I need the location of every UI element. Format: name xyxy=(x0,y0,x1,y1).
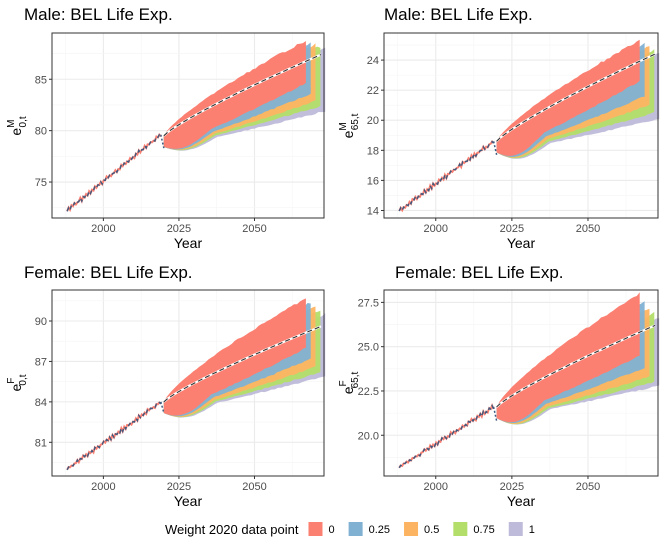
x-tick-label: 2025 xyxy=(500,223,524,235)
y-axis-title: eM65,t xyxy=(338,113,361,138)
median-forecast-dashed xyxy=(163,325,322,403)
observed-line-dashed xyxy=(398,403,495,469)
jump-2020-marker xyxy=(160,401,165,413)
legend-label: 0.5 xyxy=(424,524,439,536)
x-tick-label: 2000 xyxy=(424,481,448,493)
legend-label: 0.75 xyxy=(473,524,494,536)
observed-line-dashed xyxy=(398,140,495,212)
y-tick-label: 75 xyxy=(35,177,47,189)
legend-key-weight-1 xyxy=(508,522,523,536)
panel-male-e65: Male: BEL Life Exp. 2000 2025 205014161820… xyxy=(338,5,660,251)
legend-key-weight-0-25 xyxy=(348,522,363,536)
legend-label: 0.25 xyxy=(369,524,390,536)
x-axis-title: Year xyxy=(174,493,203,509)
y-axis-title-main: e xyxy=(8,384,24,392)
y-axis-title-sub: 0,t xyxy=(18,374,29,385)
legend-key-weight-0 xyxy=(308,522,323,536)
panel-border xyxy=(383,32,659,219)
panel-border xyxy=(51,289,325,477)
y-axis-title-sup: M xyxy=(6,119,17,127)
y-tick-label: 85 xyxy=(35,74,47,86)
x-tick-label: 2050 xyxy=(242,223,266,235)
y-axis-title-sub: 0,t xyxy=(18,116,29,127)
x-tick-label: 2025 xyxy=(167,481,191,493)
median-forecast-dashed xyxy=(496,324,656,408)
axes: 2000 2025 2050 81 84 87 90 xyxy=(35,316,267,493)
legend-label: 0 xyxy=(328,524,334,536)
panel-male-e0: Male: BEL Life Exp. 2000 2025 2050 75 80 85 Y… xyxy=(6,5,326,251)
x-tick-label: 2025 xyxy=(167,223,191,235)
panel-female-e65: Female: BEL Life Exp. 2000 2025 2050 20.0 22… xyxy=(338,263,660,509)
y-tick-label: 90 xyxy=(35,316,47,328)
y-axis-title-sub: 65,t xyxy=(350,113,361,130)
x-tick-label: 2050 xyxy=(576,481,600,493)
panel-female-e0: Female: BEL Life Exp. 2000 2025 2050 81 84 87… xyxy=(6,263,326,509)
panel-border xyxy=(51,32,325,219)
x-tick-label: 2000 xyxy=(91,481,115,493)
panel-title: Female: BEL Life Exp. xyxy=(24,263,193,282)
y-tick-label: 16 xyxy=(367,175,379,187)
axes: 2000 2025 2050 14 16 18 20 22 24 xyxy=(367,55,600,235)
x-axis-title: Year xyxy=(174,235,203,251)
legend-items: 0 0.25 0.5 0.75 1 xyxy=(308,522,535,536)
x-tick-label: 2050 xyxy=(242,481,266,493)
data-layer xyxy=(398,39,660,213)
data-layer xyxy=(66,298,326,471)
y-tick-label: 87 xyxy=(35,356,47,368)
y-tick-label: 25.0 xyxy=(358,342,379,354)
y-tick-label: 84 xyxy=(35,397,47,409)
data-layer xyxy=(398,292,660,469)
panel-title: Male: BEL Life Exp. xyxy=(384,5,533,24)
panel-title: Female: BEL Life Exp. xyxy=(395,263,564,282)
y-axis-title: eF65,t xyxy=(338,371,361,394)
legend-label: 1 xyxy=(529,524,535,536)
fan-band-weight-0 xyxy=(496,292,640,423)
x-axis-title: Year xyxy=(507,493,536,509)
data-layer xyxy=(66,41,326,213)
y-tick-label: 22.5 xyxy=(358,386,379,398)
jump-2020-marker xyxy=(492,406,498,422)
fan-band-weight-0 xyxy=(163,298,306,416)
y-tick-label: 18 xyxy=(367,145,379,157)
y-axis-title-main: e xyxy=(8,128,24,136)
y-axis-title-main: e xyxy=(340,130,356,138)
y-tick-label: 22 xyxy=(367,85,379,97)
y-axis-title-sup: F xyxy=(6,378,17,384)
panel-title: Male: BEL Life Exp. xyxy=(24,5,173,24)
y-axis-title-sup: M xyxy=(338,122,349,130)
y-axis-title-sup: F xyxy=(338,380,349,386)
y-tick-label: 27.5 xyxy=(358,297,379,309)
y-tick-label: 14 xyxy=(367,205,379,217)
y-tick-label: 80 xyxy=(35,126,47,138)
legend-title: Weight 2020 data point xyxy=(165,522,299,537)
y-tick-label: 24 xyxy=(367,55,379,67)
y-axis-title: eF0,t xyxy=(6,374,29,391)
y-tick-label: 81 xyxy=(35,437,47,449)
median-forecast-dashed xyxy=(163,54,322,137)
x-tick-label: 2025 xyxy=(500,481,524,493)
legend: Weight 2020 data point 0 0.25 0.5 0.75 1 xyxy=(165,522,535,537)
axes: 2000 2025 2050 20.0 22.5 25.0 27.5 xyxy=(358,297,601,493)
y-tick-label: 20.0 xyxy=(358,430,379,442)
observed-line-dashed xyxy=(66,133,162,212)
legend-key-weight-0-5 xyxy=(404,522,419,536)
observed-line-dashed xyxy=(66,401,162,471)
y-axis-title: eM0,t xyxy=(6,116,29,135)
y-axis-title-main: e xyxy=(340,386,356,394)
x-tick-label: 2050 xyxy=(576,223,600,235)
legend-key-weight-0-75 xyxy=(453,522,468,536)
y-tick-label: 20 xyxy=(367,115,379,127)
axes: 2000 2025 2050 75 80 85 xyxy=(35,74,267,235)
x-tick-label: 2000 xyxy=(91,223,115,235)
panel-border xyxy=(383,289,659,477)
x-tick-label: 2000 xyxy=(424,223,448,235)
y-axis-title-sub: 65,t xyxy=(350,371,361,388)
x-axis-title: Year xyxy=(507,235,536,251)
median-forecast-dashed xyxy=(496,53,656,142)
